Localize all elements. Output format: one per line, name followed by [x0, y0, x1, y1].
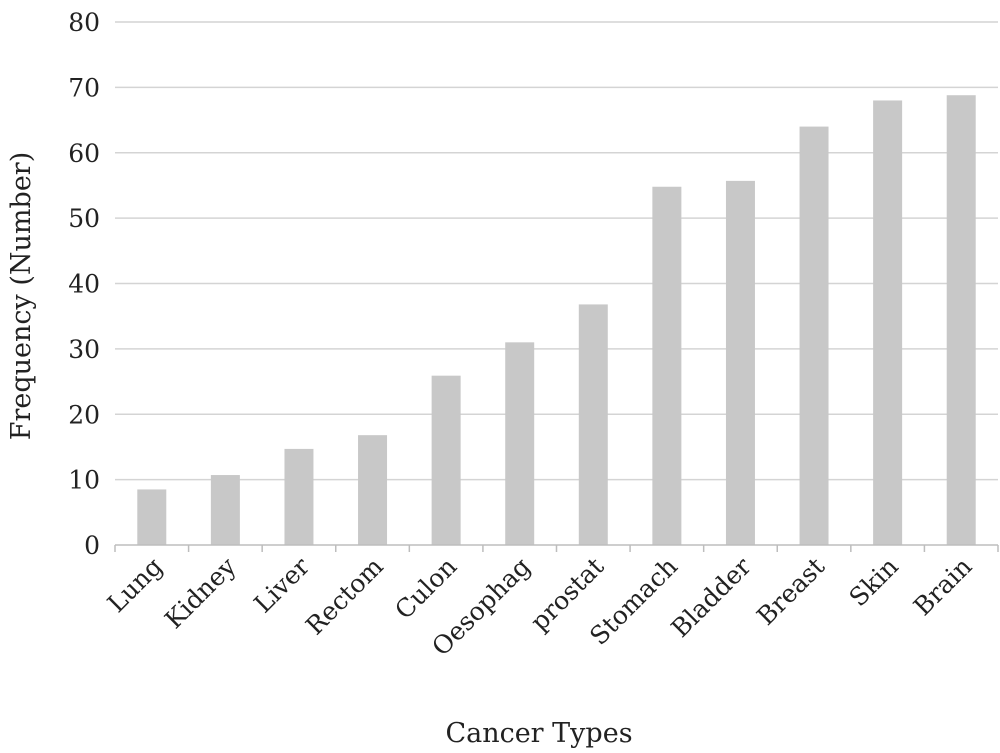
bar-culon — [431, 375, 461, 545]
bars — [137, 95, 976, 545]
y-tick-label-30: 30 — [68, 335, 100, 364]
y-tick-label-60: 60 — [68, 139, 100, 168]
x-tick-label-rectom: Rectom — [300, 552, 389, 641]
x-tick-label-kidney: Kidney — [159, 551, 242, 634]
bar-prostat — [578, 304, 608, 545]
bar-rectom — [358, 435, 388, 545]
bar-oesophag — [505, 342, 535, 545]
x-tick-label-culon: Culon — [389, 552, 462, 625]
y-tick-labels: 0 10 20 30 40 50 60 70 80 — [68, 8, 100, 560]
bar-breast — [799, 126, 829, 545]
x-axis-title: Cancer Types — [445, 718, 632, 749]
bar-brain — [946, 95, 976, 545]
bar-lung — [137, 489, 167, 545]
gridlines — [115, 21, 998, 481]
x-tick-label-skin: Skin — [843, 552, 903, 612]
y-tick-label-20: 20 — [68, 400, 100, 429]
y-tick-label-40: 40 — [68, 270, 100, 299]
x-tick-label-breast: Breast — [751, 552, 830, 631]
x-tick-label-brain: Brain — [908, 552, 978, 622]
x-tick-label-liver: Liver — [248, 552, 315, 619]
y-tick-label-70: 70 — [68, 73, 100, 102]
bar-skin — [873, 100, 903, 545]
y-axis-title: Frequency (Number) — [6, 152, 37, 440]
y-tick-label-0: 0 — [84, 531, 100, 560]
x-tick-label-bladder: Bladder — [665, 552, 756, 643]
bar-liver — [284, 448, 314, 545]
bar-stomach — [652, 186, 682, 545]
x-tick-label-lung: Lung — [102, 552, 168, 618]
y-tick-label-10: 10 — [68, 466, 100, 495]
x-axis — [114, 544, 999, 552]
bar-kidney — [210, 475, 240, 545]
bar-bladder — [725, 180, 755, 545]
y-tick-label-50: 50 — [68, 204, 100, 233]
y-tick-label-80: 80 — [68, 8, 100, 37]
